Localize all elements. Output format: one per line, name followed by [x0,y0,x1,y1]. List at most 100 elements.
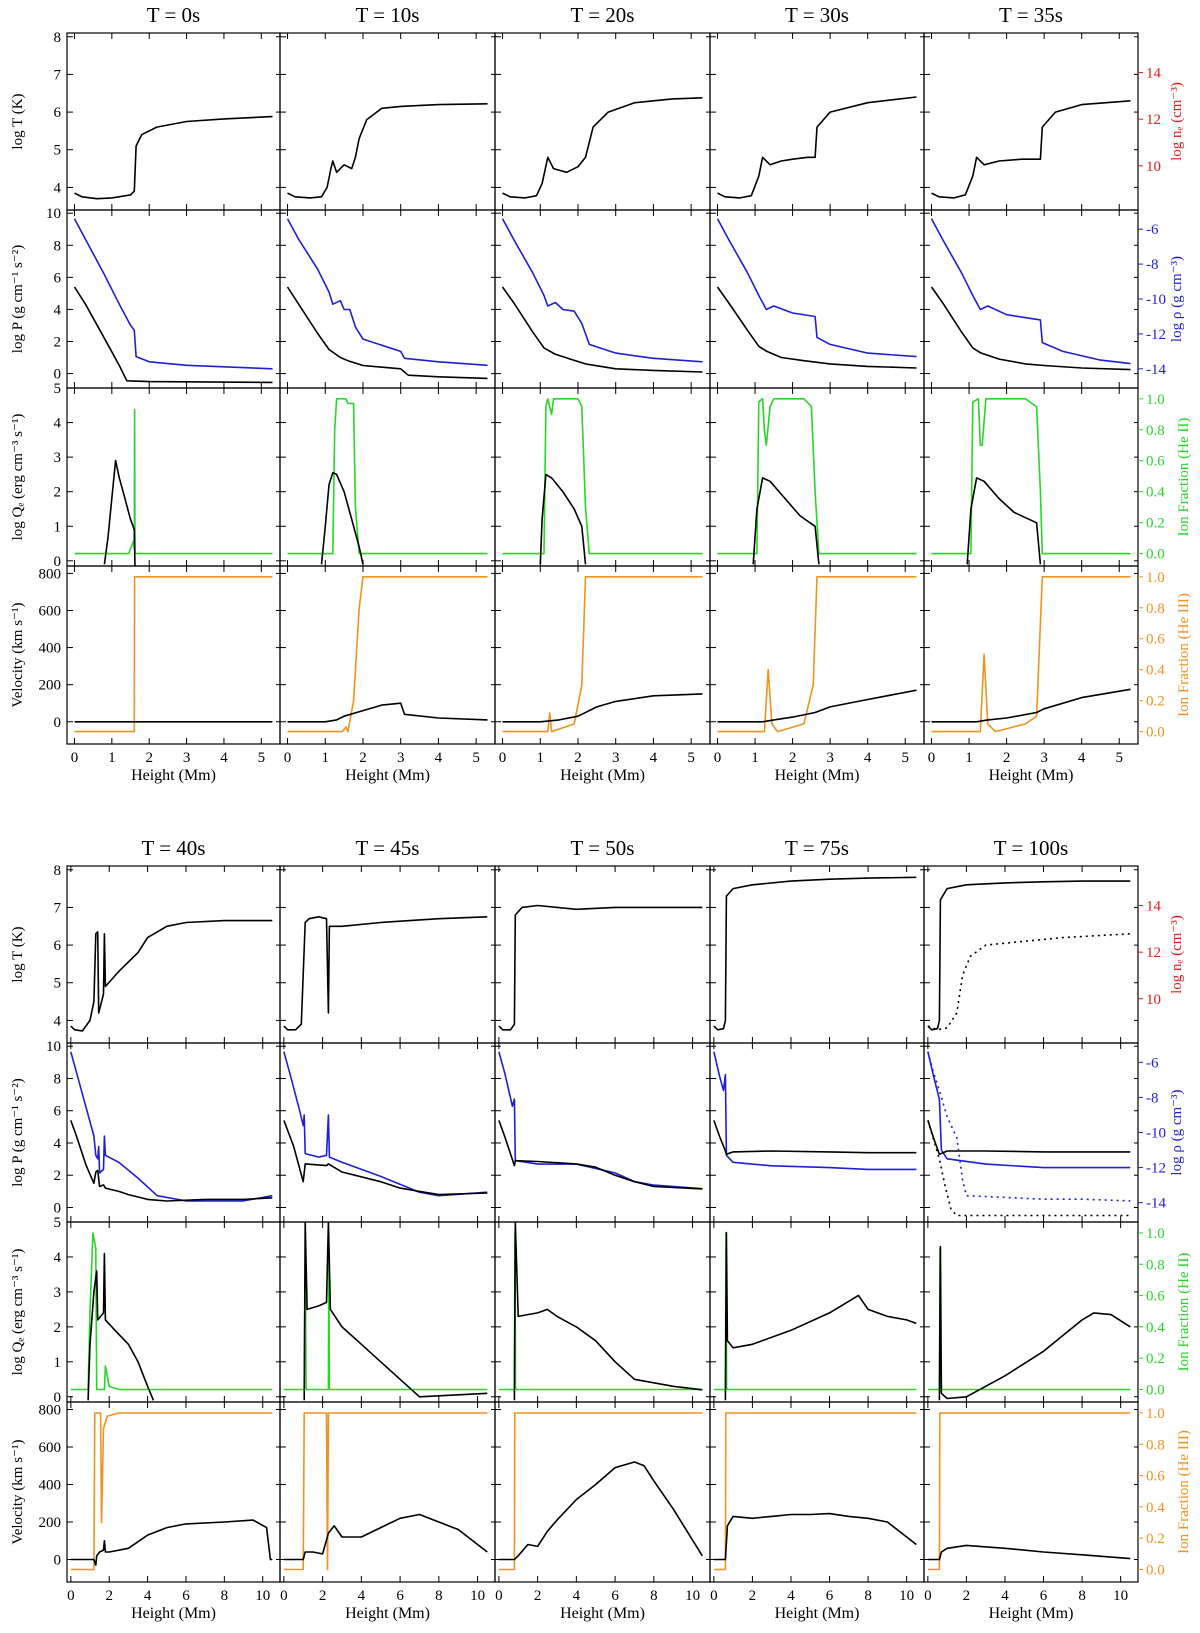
series-log-t [287,103,488,199]
x-tick-label: 6 [182,1588,190,1604]
y-tick-label: 4 [54,180,62,196]
x-tick-label: 8 [435,1588,443,1604]
series-ion-he2 [283,1255,488,1391]
series-velocity [287,702,488,723]
series-ion-he2 [70,1232,273,1391]
series-velocity [498,1461,703,1561]
y2-tick-label: 10 [1146,992,1161,1008]
panel-frame [923,32,1139,211]
panel-velocity-0: 0 200 400 600 800 Velocity (km s⁻¹) [10,565,281,745]
x-tick-label: 2 [749,1588,757,1604]
series-ion-he3 [927,1412,1131,1571]
series-ion-he2 [927,1247,1131,1391]
y2-tick-label: -10 [1146,1126,1166,1142]
panel-frame [923,865,1139,1044]
y2-axis-label: log ρ (g cm⁻³) [1169,256,1185,342]
y-tick-label: 4 [54,302,62,318]
panel-frame [66,1221,281,1403]
series-log-qe [966,477,1042,565]
x-axis-label: Height (Mm) [989,767,1074,784]
panel-velocity-3 [709,565,925,745]
panel-pressure-9: -14 -12 -10 -8 -6 log ρ (g cm⁻³) [923,1042,1185,1223]
x-tick-label: 2 [319,1588,327,1604]
x-tick-label: 3 [1040,750,1048,766]
y-tick-label: 5 [54,1215,62,1231]
panel-temperature-6 [279,865,496,1138]
panel-pressure-4: -14 -12 -10 -8 -6 log ρ (g cm⁻³) [923,209,1185,389]
y-tick-label: 7 [54,67,62,83]
series-log-t [502,97,703,199]
y-tick-label: 3 [54,450,62,466]
y2-tick-label: -6 [1146,1055,1159,1071]
series-ion-he3 [498,1412,703,1571]
series-log-qe [303,1222,488,1401]
series-log-p [283,1120,488,1196]
y-tick-label: 6 [54,1104,62,1120]
x-tick-label: 1 [751,750,759,766]
series-log-rho [501,218,703,363]
x-tick-label: 0 [71,750,79,766]
series-log-ne [75,212,273,311]
series-log-t [927,880,1131,1031]
panel-title: T = 0s [147,3,200,27]
y2-tick-label: -12 [1146,327,1166,343]
y-tick-label: 2 [54,485,62,501]
panel-frame [709,865,925,1044]
panel-frame [709,32,925,211]
y2-tick-label: 1.0 [1146,1226,1165,1242]
x-tick-label: 8 [650,1588,658,1604]
series-ion-he2 [287,398,488,555]
y2-tick-label: -12 [1146,1161,1166,1177]
y2-tick-label: 0.0 [1146,1382,1165,1398]
series-log-p [713,1120,917,1156]
x-tick-label: 2 [789,750,797,766]
series-log-ne [714,1045,916,1109]
panel-frame [709,1401,925,1583]
y-axis-label: log T (K) [10,926,26,982]
x-tick-label: 6 [826,1588,834,1604]
series-velocity [931,688,1131,723]
series-log-ne [71,1045,272,1139]
y-tick-label: 1 [54,1355,62,1371]
y-axis-label: log T (K) [10,93,26,149]
x-tick-label: 3 [397,750,405,766]
series-log-p [70,1120,273,1202]
panel-frame [66,32,281,211]
panel-velocity-2 [494,565,711,745]
x-tick-label: 0 [928,750,936,766]
panel-frame [279,1042,496,1223]
y-axis-label: Velocity (km s⁻¹) [10,1440,26,1545]
y-tick-label: 0 [54,554,62,570]
panel-velocity-8 [709,1401,925,1583]
panel-frame [494,387,711,567]
y2-tick-label: 0.2 [1146,1531,1165,1547]
panel-pressure-7 [494,1042,711,1223]
series-log-rho [73,218,273,370]
series-log-ne-initial [947,1092,1130,1154]
x-tick-label: 10 [1113,1588,1128,1604]
panel-frame [494,209,711,389]
panel-temperature-7 [494,865,711,1044]
y-tick-label: 5 [54,976,62,992]
panel-temperature-9: 10 12 14 log nₑ (cm⁻³) [923,865,1185,1154]
panel-heating-1 [279,387,496,567]
panel-heating-8 [709,1221,925,1403]
x-tick-label: 1 [108,750,116,766]
panel-temperature-4: 10 12 14 log nₑ (cm⁻³) [923,32,1185,211]
x-tick-label: 2 [105,1588,113,1604]
y-tick-label: 2 [54,334,62,350]
panel-temperature-2 [494,32,711,211]
y-tick-label: 400 [39,1478,62,1494]
series-ion-he3 [713,1412,917,1571]
series-log-t [713,876,917,1031]
series-log-rho [70,1051,273,1202]
x-tick-label: 10 [470,1588,485,1604]
series-log-rho [283,1051,488,1197]
panel-frame [279,387,496,567]
series-log-ne [284,1045,487,1138]
y-tick-label: 4 [54,1136,62,1152]
x-tick-label: 0 [499,750,507,766]
x-axis-label: Height (Mm) [775,767,860,784]
x-tick-label: 0 [284,750,292,766]
x-axis-label: Height (Mm) [775,1605,860,1622]
